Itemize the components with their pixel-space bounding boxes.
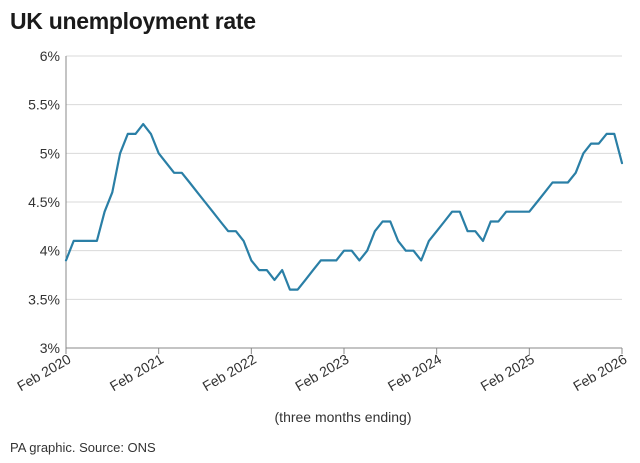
y-tick-label: 4.5% xyxy=(28,194,60,210)
y-tick-label: 6% xyxy=(40,48,60,64)
x-tick-label: Feb 2025 xyxy=(478,351,537,395)
chart-title: UK unemployment rate xyxy=(10,8,256,34)
x-tick-label: Feb 2024 xyxy=(385,351,444,395)
x-axis-label: (three months ending) xyxy=(275,409,412,425)
series-layer xyxy=(64,122,624,291)
x-tick-label: Feb 2026 xyxy=(570,351,629,395)
source-note: PA graphic. Source: ONS xyxy=(10,440,156,455)
gridlines xyxy=(66,55,622,349)
x-axis: Feb 2020 Feb 2021 Feb 2022 Feb 2023 Feb 2024… xyxy=(14,56,630,395)
y-tick-label: 5% xyxy=(40,145,60,161)
y-axis: 3% 3.5% 4% 4.5% 5% 5.5% 6% xyxy=(28,48,60,356)
series-line xyxy=(64,122,624,291)
y-tick-label: 4% xyxy=(40,243,60,259)
x-tick-label: Feb 2022 xyxy=(200,351,259,395)
y-tick-label: 5.5% xyxy=(28,97,60,113)
x-tick-label: Feb 2021 xyxy=(107,351,166,395)
x-tick-label: Feb 2020 xyxy=(14,351,73,395)
x-tick-label: Feb 2023 xyxy=(292,351,351,395)
y-tick-label: 3% xyxy=(40,340,60,356)
y-tick-label: 3.5% xyxy=(28,291,60,307)
